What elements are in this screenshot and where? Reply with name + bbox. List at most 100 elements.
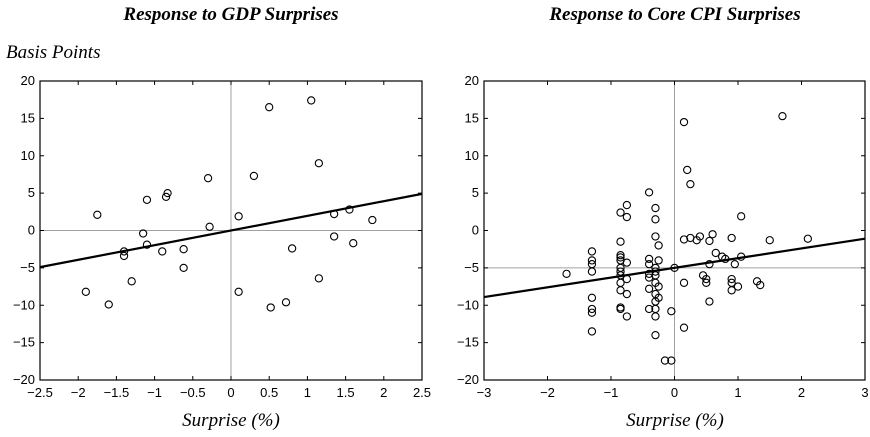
cpi-data-point	[644, 254, 654, 264]
cpi-data-point	[803, 234, 812, 243]
cpi-data-point	[730, 259, 739, 269]
gdp-data-point	[234, 212, 243, 221]
cpi-y-tick-label: 20	[465, 73, 479, 88]
gdp-x-tick-label: −2.5	[27, 385, 53, 400]
gdp-data-point	[81, 287, 90, 296]
gdp-y-tick-label: −10	[13, 297, 35, 312]
gdp-data-point	[314, 159, 324, 168]
cpi-data-point	[587, 304, 597, 314]
cpi-y-tick-label: 5	[472, 185, 479, 200]
gdp-data-point	[161, 192, 171, 202]
gdp-data-point	[119, 251, 129, 261]
cpi-data-point	[654, 256, 663, 265]
cpi-data-point	[651, 215, 660, 224]
cpi-data-point	[654, 241, 663, 250]
cpi-x-tick-label: −3	[477, 385, 492, 400]
gdp-y-tick-label: −15	[13, 335, 35, 350]
gdp-data-point	[329, 232, 339, 241]
cpi-data-point	[622, 200, 632, 210]
cpi-data-point	[733, 282, 743, 291]
cpi-y-tick-label: −20	[457, 372, 479, 387]
cpi-data-point	[616, 208, 625, 217]
gdp-data-point	[287, 244, 297, 253]
cpi-data-point	[587, 256, 597, 265]
x-axis-label-gdp: Surprise (%)	[182, 410, 280, 431]
cpi-data-point	[705, 236, 714, 246]
cpi-x-tick-label: −1	[604, 385, 619, 400]
cpi-data-point	[667, 307, 676, 316]
gdp-x-tick-label: 2.5	[413, 385, 431, 400]
gdp-data-point	[138, 229, 148, 238]
gdp-data-point	[281, 298, 291, 307]
cpi-data-point	[651, 330, 660, 340]
gdp-data-point	[349, 239, 358, 248]
cpi-data-point	[644, 188, 654, 197]
cpi-data-point	[737, 212, 746, 221]
cpi-data-point	[651, 203, 660, 213]
cpi-data-point	[622, 289, 632, 299]
gdp-x-tick-label: 0.5	[260, 385, 278, 400]
chart-title-cpi: Response to Core CPI Surprises	[549, 4, 801, 25]
cpi-data-point	[587, 308, 597, 317]
gdp-y-tick-label: 0	[28, 223, 35, 238]
cpi-data-point	[616, 253, 625, 262]
cpi-plot-frame	[483, 80, 866, 381]
cpi-x-tick-label: 3	[861, 385, 868, 400]
gdp-data-point	[203, 174, 213, 183]
gdp-data-point	[93, 210, 102, 219]
gdp-data-point	[368, 215, 377, 225]
cpi-data-point	[667, 356, 676, 365]
cpi-data-point	[644, 304, 654, 314]
chart-title-gdp: Response to GDP Surprises	[123, 4, 339, 25]
cpi-x-tick-label: 2	[798, 385, 805, 400]
cpi-data-point	[778, 111, 787, 121]
cpi-y-tick-label: 0	[472, 223, 479, 238]
cpi-data-point	[756, 280, 765, 290]
gdp-x-tick-label: −0.5	[180, 385, 206, 400]
cpi-data-point	[679, 278, 689, 287]
gdp-x-tick-label: 0	[227, 385, 234, 400]
cpi-data-point	[644, 284, 654, 293]
cpi-data-point	[660, 356, 670, 365]
cpi-data-point	[622, 312, 632, 321]
cpi-x-tick-label: 0	[671, 385, 678, 400]
cpi-y-tick-label: 10	[465, 148, 479, 163]
gdp-data-point	[179, 263, 188, 273]
cpi-data-point	[622, 258, 632, 267]
cpi-data-point	[654, 293, 663, 302]
cpi-data-point	[695, 232, 705, 241]
cpi-data-point	[616, 251, 625, 260]
gdp-x-tick-label: −1	[147, 385, 162, 400]
cpi-data-point	[587, 247, 597, 256]
gdp-data-point	[307, 96, 316, 105]
y-axis-label: Basis Points	[6, 42, 101, 63]
cpi-data-point	[654, 282, 663, 291]
cpi-data-point	[644, 259, 654, 269]
gdp-regression-line	[39, 192, 423, 269]
gdp-y-tick-label: −5	[20, 260, 35, 275]
cpi-x-tick-label: 1	[734, 385, 741, 400]
gdp-plot-frame	[39, 80, 423, 381]
gdp-data-point	[127, 277, 136, 286]
gdp-x-tick-label: 1.5	[337, 385, 355, 400]
cpi-data-point	[711, 248, 720, 258]
cpi-data-point	[708, 230, 717, 239]
cpi-data-point	[765, 236, 774, 245]
cpi-data-point	[727, 286, 736, 295]
cpi-data-point	[651, 232, 660, 241]
x-axis-label-cpi: Surprise (%)	[626, 410, 724, 431]
gdp-data-point	[142, 195, 152, 205]
cpi-data-point	[679, 117, 689, 127]
gdp-y-tick-label: −20	[13, 372, 35, 387]
gdp-data-point	[249, 171, 259, 181]
cpi-y-tick-label: 15	[465, 110, 479, 125]
cpi-data-point	[562, 269, 571, 279]
gdp-data-point	[205, 222, 214, 231]
cpi-data-point	[587, 327, 597, 336]
gdp-y-tick-label: 5	[28, 185, 35, 200]
cpi-regression-line	[483, 237, 866, 299]
gdp-data-point	[179, 245, 188, 254]
cpi-data-point	[702, 278, 711, 287]
